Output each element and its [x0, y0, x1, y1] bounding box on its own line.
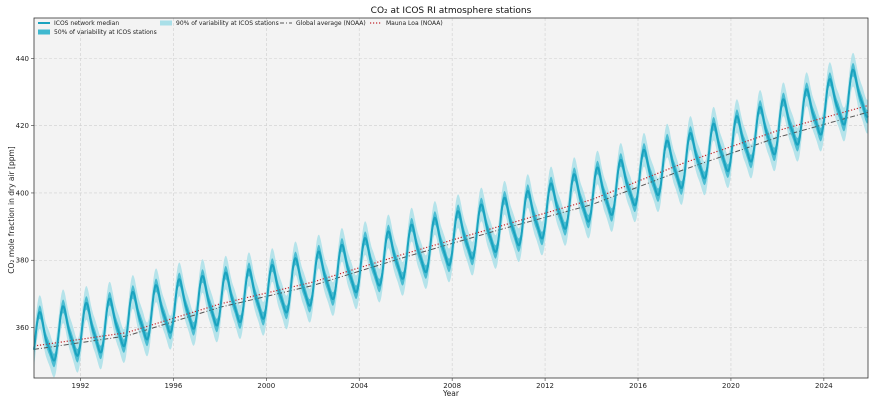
- legend: ICOS network median 50% of variability at…: [38, 20, 443, 36]
- y-tick-label: 400: [16, 189, 29, 197]
- x-tick-label: 2016: [629, 382, 647, 390]
- x-tick-label: 2004: [350, 382, 368, 390]
- median-path: [33, 68, 869, 362]
- chart-title: CO₂ at ICOS RI atmosphere stations: [371, 6, 532, 16]
- legend-global-label: Global average (NOAA): [296, 20, 366, 27]
- y-tick-label: 380: [16, 257, 29, 265]
- mauna-loa-line: [33, 104, 869, 347]
- legend-median-label: ICOS network median: [54, 20, 119, 27]
- legend-band-50-label: 50% of variability at ICOS stations: [54, 29, 157, 36]
- x-axis-ticks: 1992 1996 2000 2004 2008 2012 2016 2020 2024: [72, 378, 833, 390]
- x-tick-label: 1996: [164, 382, 182, 390]
- y-axis-title: CO₂ mole fraction in dry air [ppm]: [7, 146, 16, 273]
- band-90: [34, 52, 868, 378]
- legend-band-90-swatch: [160, 20, 172, 26]
- band-90-area: [34, 52, 868, 378]
- legend-band-90-label: 90% of variability at ICOS stations: [176, 20, 279, 27]
- mauna-loa-path: [33, 104, 869, 347]
- plot-area: [34, 18, 868, 378]
- median-line: [33, 68, 869, 362]
- y-tick-label: 360: [16, 324, 29, 332]
- plot-frame: [33, 17, 869, 379]
- y-axis-ticks: 360 380 400 420 440: [16, 55, 34, 332]
- legend-band-50-swatch: [38, 29, 50, 35]
- y-tick-label: 420: [16, 122, 29, 130]
- legend-mauna-loa-label: Mauna Loa (NOAA): [386, 20, 443, 27]
- x-tick-label: 2008: [443, 382, 461, 390]
- y-tick-label: 440: [16, 55, 29, 63]
- x-tick-label: 2000: [257, 382, 275, 390]
- x-axis-title: Year: [442, 389, 460, 398]
- x-tick-label: 2020: [722, 382, 740, 390]
- x-tick-label: 2012: [536, 382, 554, 390]
- x-tick-label: 2024: [815, 382, 833, 390]
- x-tick-label: 1992: [72, 382, 90, 390]
